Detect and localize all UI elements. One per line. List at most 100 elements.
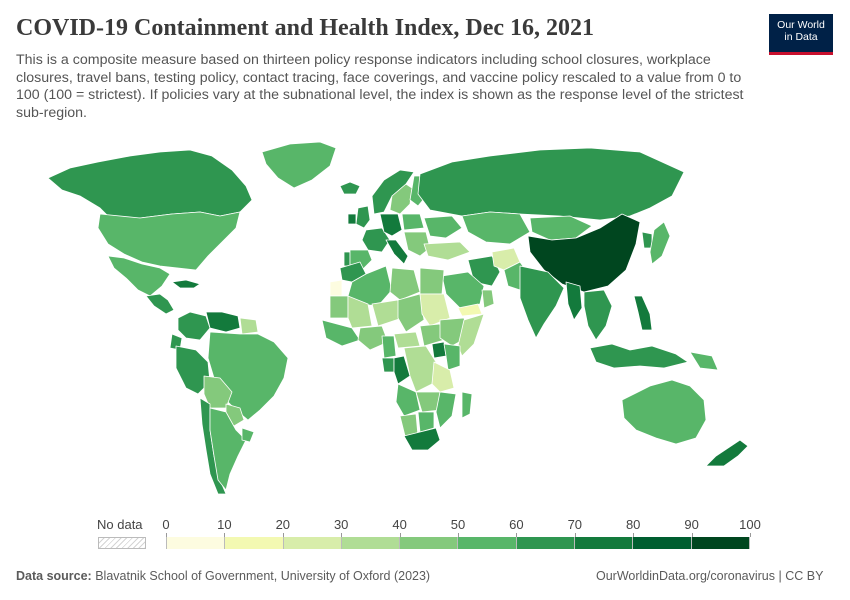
footer-separator: | — [775, 569, 786, 583]
legend-tick-label: 0 — [162, 517, 170, 532]
country-yemen[interactable]: Yemen — [457, 303, 483, 317]
country-mozambique[interactable]: Mozambique — [435, 391, 457, 429]
country-mauritania[interactable]: Mauritania — [329, 295, 349, 319]
country-venezuela[interactable]: Venezuela — [205, 311, 241, 333]
legend-no-data-label: No data — [97, 517, 143, 532]
country-western-sahara[interactable]: Western Sahara — [329, 279, 343, 297]
country-portugal[interactable]: Portugal — [343, 251, 351, 267]
legend-bin[interactable] — [166, 537, 226, 549]
legend-tick-mark — [691, 533, 693, 537]
data-source-label: Data source: — [16, 569, 92, 583]
legend-tick-mark — [750, 533, 751, 537]
legend-bin[interactable] — [691, 537, 750, 549]
country-ireland[interactable]: Ireland — [347, 213, 357, 225]
country-tanzania[interactable]: Tanzania — [431, 361, 455, 393]
country-ukraine[interactable]: Ukraine — [423, 215, 463, 239]
legend-tick-label: 20 — [275, 517, 291, 532]
country-west-africa[interactable]: West Africa — [321, 319, 361, 347]
country-france[interactable]: France — [361, 227, 391, 253]
country-cuba[interactable]: Cuba — [171, 279, 201, 289]
legend-tick-label: 70 — [567, 517, 583, 532]
country-cameroon[interactable]: Cameroon — [381, 335, 397, 359]
country-turkey[interactable]: Turkey — [423, 241, 471, 261]
country-balkans[interactable]: Balkans — [403, 231, 431, 257]
country-australia[interactable]: Australia — [621, 379, 707, 445]
country-papua-new-guinea[interactable]: Papua New Guinea — [689, 351, 719, 371]
country-kenya[interactable]: Kenya — [443, 343, 461, 371]
country-angola[interactable]: Angola — [395, 383, 421, 417]
country-saudi-arabia[interactable]: Saudi Arabia — [441, 271, 485, 309]
country-congo[interactable]: Congo — [393, 355, 411, 385]
legend-bin[interactable] — [633, 537, 692, 549]
country-new-zealand[interactable]: New Zealand — [705, 439, 749, 467]
country-libya[interactable]: Libya — [389, 267, 421, 301]
country-egypt[interactable]: Egypt — [419, 267, 445, 295]
country-united-states[interactable]: United States — [97, 211, 241, 271]
country-philippines[interactable]: Philippines — [633, 295, 653, 331]
country-greenland[interactable]: Greenland — [261, 141, 337, 189]
owid-logo[interactable]: Our World in Data — [769, 14, 833, 55]
country-southeast-asia[interactable]: Southeast Asia — [583, 289, 613, 341]
country-iceland[interactable]: Iceland — [339, 181, 361, 195]
country-indonesia[interactable]: Indonesia — [589, 343, 689, 369]
country-canada[interactable]: Canada — [47, 149, 253, 219]
country-dr-congo[interactable]: DR Congo — [403, 345, 437, 393]
license-link[interactable]: CC BY — [785, 569, 824, 583]
legend-no-data-swatch[interactable] — [98, 537, 146, 549]
legend-tick-label: 10 — [217, 517, 232, 532]
country-myanmar[interactable]: Myanmar — [565, 281, 583, 321]
country-central-america[interactable]: Central America — [145, 293, 175, 315]
data-source-text: Blavatnik School of Government, Universi… — [95, 569, 431, 583]
country-south-africa[interactable]: South Africa — [403, 427, 441, 451]
legend-tick-mark — [574, 533, 576, 537]
country-united-kingdom[interactable]: United Kingdom — [355, 205, 371, 229]
legend-bin[interactable] — [516, 537, 576, 549]
coronavirus-link[interactable]: OurWorldinData.org/coronavirus — [596, 569, 776, 583]
country-japan[interactable]: Japan — [649, 221, 671, 265]
country-germany[interactable]: Germany — [379, 213, 403, 237]
legend-tick-mark — [166, 533, 167, 537]
legend-tick-label: 80 — [625, 517, 641, 532]
legend-color-bar — [166, 537, 750, 549]
country-somalia[interactable]: Somalia — [457, 313, 485, 357]
legend-bin[interactable] — [283, 537, 342, 549]
legend-bin[interactable] — [575, 537, 634, 549]
country-india[interactable]: India — [519, 265, 565, 339]
legend-bin[interactable] — [400, 537, 459, 549]
legend-tick-mark — [224, 533, 226, 537]
legend-tick-label: 30 — [333, 517, 349, 532]
country-mexico[interactable]: Mexico — [107, 255, 171, 297]
country-italy[interactable]: Italy — [385, 239, 409, 265]
chart-title: COVID-19 Containment and Health Index, D… — [16, 15, 595, 41]
legend-tick-label: 40 — [392, 517, 407, 532]
legend-tick-mark — [399, 533, 401, 537]
country-poland[interactable]: Poland — [401, 213, 425, 231]
country-niger[interactable]: Niger — [371, 299, 403, 327]
legend-tick-label: 90 — [684, 517, 699, 532]
country-kazakhstan[interactable]: Kazakhstan — [461, 211, 531, 245]
legend-tick-mark — [633, 533, 635, 537]
country-sweden[interactable]: Sweden — [389, 183, 413, 215]
legend-bin[interactable] — [225, 537, 284, 549]
country-mali[interactable]: Mali — [347, 295, 373, 329]
country-botswana[interactable]: Botswana — [417, 411, 435, 433]
country-chad[interactable]: Chad — [397, 293, 425, 333]
country-russia[interactable]: Russia — [417, 147, 685, 221]
country-central-african-republic[interactable]: Central African Republic — [393, 331, 421, 349]
country-guyana[interactable]: Guyana — [239, 317, 259, 335]
country-korea[interactable]: Korea — [641, 231, 653, 249]
legend-bin[interactable] — [458, 537, 517, 549]
country-oman[interactable]: Oman — [481, 289, 495, 309]
country-madagascar[interactable]: Madagascar — [461, 391, 473, 419]
logo-line-1: Our World — [777, 19, 825, 31]
legend-tick-mark — [458, 533, 459, 537]
country-nigeria[interactable]: Nigeria — [357, 325, 389, 351]
world-map[interactable]: Canada Greenland Iceland United States M… — [0, 130, 850, 510]
footer-links: OurWorldinData.org/coronavirus | CC BY — [596, 569, 823, 583]
country-uruguay[interactable]: Uruguay — [241, 427, 255, 443]
country-colombia[interactable]: Colombia — [177, 311, 211, 341]
country-gabon[interactable]: Gabon — [381, 357, 395, 373]
country-argentina[interactable]: Argentina — [209, 407, 247, 491]
legend-bin[interactable] — [341, 537, 401, 549]
chart-subtitle: This is a composite measure based on thi… — [16, 52, 744, 121]
